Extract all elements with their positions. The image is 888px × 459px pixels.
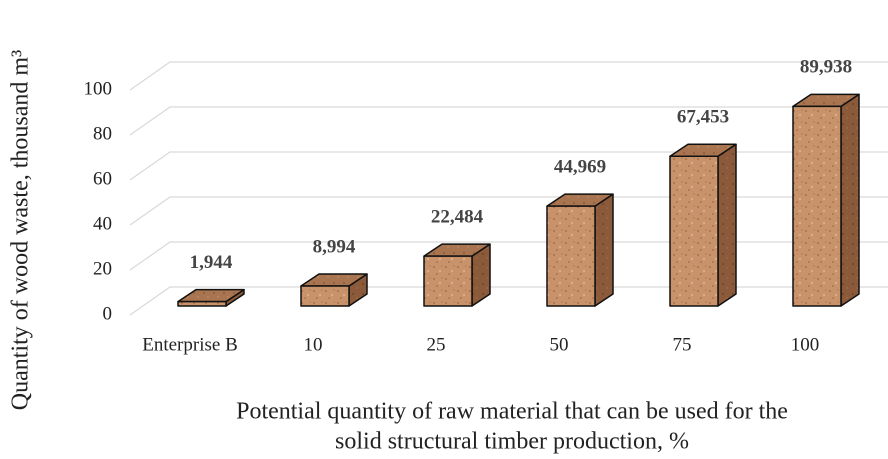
x-tick-label: 100 — [791, 334, 820, 355]
bar-side — [840, 93, 860, 307]
grid-line — [129, 196, 888, 226]
data-label: 67,453 — [677, 107, 729, 128]
x-axis-title: Potential quantity of raw material that … — [236, 399, 788, 425]
x-tick-label: 25 — [427, 334, 446, 355]
bar — [792, 105, 842, 307]
y-tick-label: 60 — [93, 168, 112, 189]
data-label: 1,944 — [190, 252, 233, 273]
data-label: 8,994 — [313, 236, 356, 257]
grid-line — [129, 61, 888, 91]
grid-line — [129, 241, 888, 271]
y-tick-label: 80 — [93, 123, 112, 144]
y-tick-label: 40 — [93, 213, 112, 234]
x-tick-label: Enterprise B — [142, 334, 238, 355]
y-tick-label: 20 — [93, 258, 112, 279]
y-tick-label: 100 — [84, 78, 113, 99]
data-label: 44,969 — [554, 157, 606, 178]
bar-side — [594, 193, 614, 307]
grid — [129, 61, 888, 316]
bar — [546, 205, 596, 307]
bar-side — [717, 143, 737, 307]
bar — [300, 285, 350, 307]
y-axis-title: Quantity of wood waste, thousand m³ — [8, 50, 34, 410]
grid-line — [129, 106, 888, 136]
grid-line — [129, 151, 888, 181]
bar — [669, 155, 719, 307]
x-axis-title: solid structural timber production, % — [335, 429, 689, 455]
x-tick-label: 10 — [304, 334, 323, 355]
data-label: 22,484 — [431, 206, 484, 227]
bar — [423, 255, 473, 307]
x-tick-label: 75 — [673, 334, 692, 355]
y-tick-label: 0 — [103, 303, 113, 324]
grid-line — [129, 286, 888, 316]
data-label: 89,938 — [800, 57, 852, 78]
x-tick-label: 50 — [550, 334, 569, 355]
bar — [177, 300, 227, 307]
